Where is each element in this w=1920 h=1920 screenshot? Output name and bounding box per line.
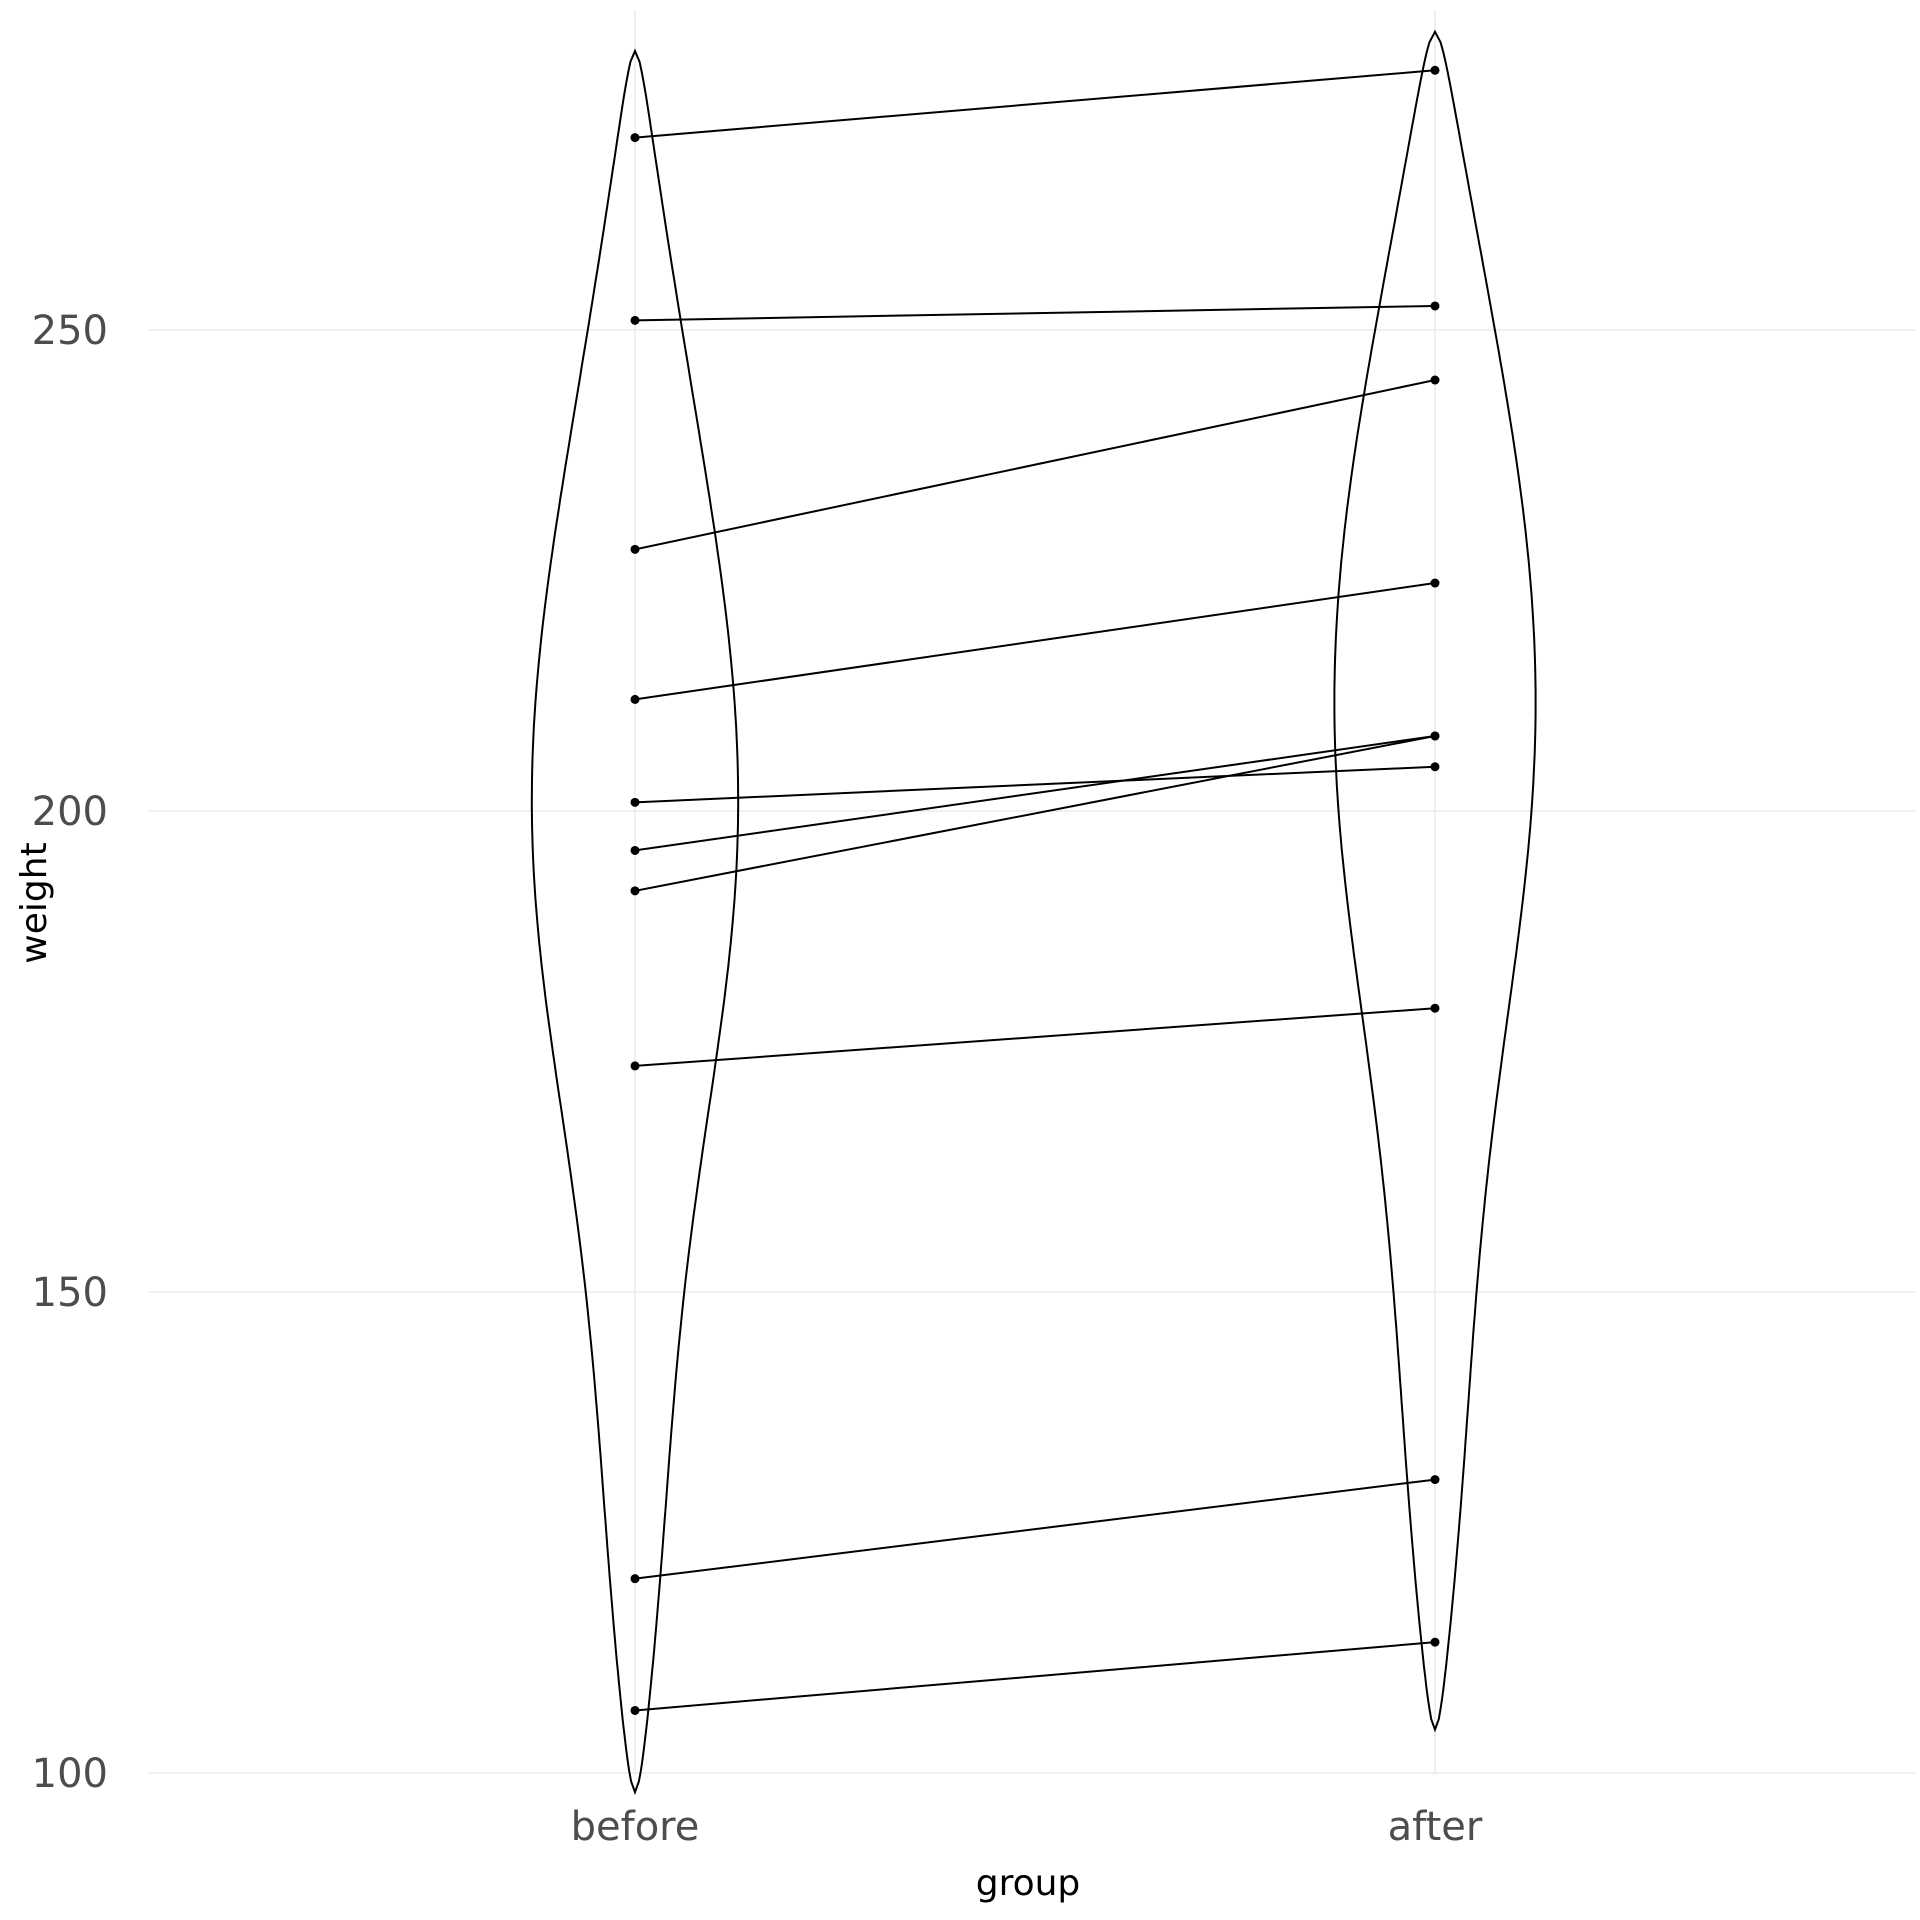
pair-line [634,1478,1436,1580]
y-tick-label: 100 [32,1751,108,1797]
pair-line [634,765,1436,804]
violin-after [1333,29,1537,1733]
point-layer [630,65,1440,1715]
point-after [1430,1637,1440,1647]
point-after [1430,578,1440,588]
violin-before [530,48,740,1796]
grid-layer [148,10,1915,1775]
point-after [1430,731,1440,741]
y-tick-label: 150 [32,1270,108,1316]
pair-line [634,734,1436,852]
point-after [1430,375,1440,385]
pair-line [634,1007,1436,1067]
point-after [1430,301,1440,311]
tick-layer: 100 150 200 250 before after [32,308,1483,1850]
point-before [630,315,640,325]
point-before [630,133,640,143]
point-before [630,544,640,554]
point-before [630,845,640,855]
point-after [1430,65,1440,75]
point-before [630,1574,640,1584]
pair-line [634,304,1436,322]
point-before [630,1705,640,1715]
pair-line [634,69,1436,139]
line-layer [634,69,1436,1712]
pair-line [634,1641,1436,1712]
pair-line [634,734,1436,892]
pair-line [634,379,1436,551]
point-after [1430,1003,1440,1013]
point-after [1430,762,1440,772]
point-before [630,797,640,807]
pair-line [634,582,1436,701]
x-axis-title: group [976,1863,1081,1904]
y-tick-label: 200 [32,789,108,835]
y-tick-label: 250 [32,308,108,354]
violin-layer [530,29,1537,1796]
point-after [1430,1475,1440,1485]
point-before [630,886,640,896]
point-before [630,694,640,704]
y-axis-title: weight [14,842,55,963]
x-tick-label: before [571,1804,700,1850]
point-before [630,1061,640,1071]
x-tick-label: after [1388,1804,1483,1850]
